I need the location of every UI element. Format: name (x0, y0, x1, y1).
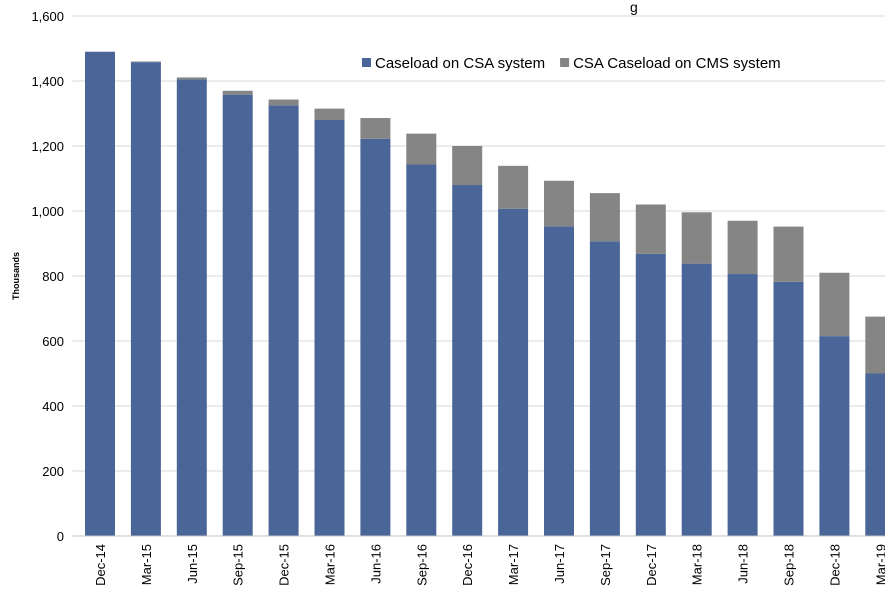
y-tick-label: 400 (42, 399, 64, 414)
y-tick-label: 1,000 (31, 204, 64, 219)
bars (85, 51, 885, 537)
y-tick-label: 0 (57, 529, 64, 544)
y-axis-ticks: 0 200 400 600 800 1,000 1,200 1,400 1,600 (31, 9, 64, 544)
x-tick-label: Sep-18 (782, 544, 797, 586)
y-tick-label: 600 (42, 334, 64, 349)
x-tick-label: Dec-14 (93, 544, 108, 586)
bar-cms-system (498, 165, 529, 209)
x-tick-label: Sep-15 (231, 544, 246, 586)
x-tick-label: Dec-18 (827, 544, 842, 586)
bar-csa-system (85, 51, 115, 536)
bar-csa-system (222, 94, 253, 537)
x-tick-label: Mar-19 (873, 544, 885, 585)
bar-csa-system (727, 274, 758, 536)
legend: Caseload on CSA system CSA Caseload on CM… (362, 55, 781, 72)
bar-cms-system (865, 316, 885, 374)
bar-csa-system (176, 79, 207, 536)
x-tick-label: Mar-16 (323, 544, 338, 585)
legend-swatch (362, 58, 371, 67)
bar-cms-system (635, 204, 666, 254)
bar-csa-system (360, 138, 391, 536)
bar-cms-system (360, 118, 391, 139)
bar-cms-system (314, 108, 345, 120)
x-tick-label: Dec-17 (644, 544, 659, 586)
bar-cms-system (727, 220, 758, 275)
bar-cms-system (589, 193, 620, 242)
bar-csa-system (589, 241, 620, 536)
bar-csa-system (681, 263, 712, 536)
bar-cms-system (268, 99, 299, 106)
bar-cms-system (773, 226, 804, 282)
bar-csa-system (498, 208, 529, 536)
legend-swatch (560, 58, 570, 67)
bar-csa-system (865, 373, 885, 536)
bar-csa-system (452, 185, 483, 536)
x-tick-label: Jun-17 (552, 544, 567, 584)
x-axis-ticks: Dec-14 Mar-15 Jun-15 Sep-15 Dec-15 Mar-16 Jun-… (93, 544, 885, 586)
bar-cms-system (452, 146, 483, 185)
bar-cms-system (176, 77, 207, 80)
y-axis-label: Thousands (11, 252, 21, 300)
bar-csa-system (406, 164, 437, 536)
y-tick-label: 1,400 (31, 74, 64, 89)
bar-csa-system (314, 120, 345, 536)
y-tick-label: 200 (42, 464, 64, 479)
bar-cms-system (406, 133, 437, 165)
bar-cms-system (222, 90, 253, 95)
bar-cms-system (681, 212, 712, 264)
chart-title: g (630, 0, 638, 15)
x-tick-label: Sep-16 (414, 544, 429, 586)
x-tick-label: Mar-15 (139, 544, 154, 585)
bar-csa-system (635, 253, 666, 536)
x-tick-label: Dec-15 (277, 544, 292, 586)
legend-label: Caseload on CSA system (375, 55, 545, 72)
y-tick-label: 800 (42, 269, 64, 284)
bar-csa-system (268, 105, 299, 536)
legend-label: CSA Caseload on CMS system (573, 55, 781, 72)
bar-csa-system (544, 226, 574, 536)
x-tick-label: Mar-18 (690, 544, 705, 585)
x-tick-label: Jun-15 (185, 544, 200, 584)
bar-cms-system (130, 61, 161, 63)
x-tick-label: Jun-18 (736, 544, 751, 584)
x-tick-label: Mar-17 (506, 544, 521, 585)
y-tick-label: 1,200 (31, 139, 64, 154)
x-tick-label: Jun-16 (368, 544, 383, 584)
bar-cms-system (819, 272, 850, 337)
x-tick-label: Dec-16 (460, 544, 475, 586)
bar-cms-system (544, 180, 574, 227)
bar-csa-system (819, 336, 850, 536)
bar-csa-system (130, 62, 161, 537)
y-tick-label: 1,600 (31, 9, 64, 24)
x-tick-label: Sep-17 (598, 544, 613, 586)
bar-csa-system (773, 281, 804, 536)
